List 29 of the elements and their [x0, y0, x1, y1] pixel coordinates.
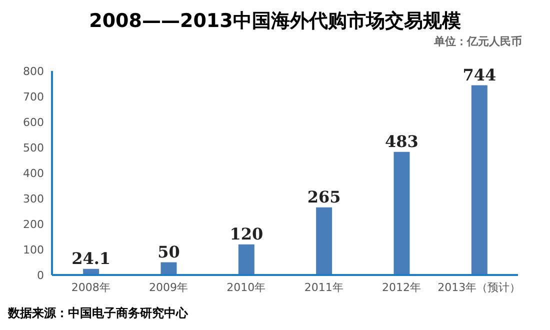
- data-label: 265: [307, 187, 341, 206]
- data-label: 744: [462, 65, 496, 84]
- chart-subtitle: 单位：亿元人民币: [433, 34, 523, 49]
- chart-title: 2008——2013中国海外代购市场交易规模: [88, 9, 462, 34]
- y-tick-label: 500: [23, 141, 44, 154]
- bar: [471, 85, 488, 275]
- bar: [316, 207, 332, 275]
- x-tick-label: 2013年（预计）: [438, 280, 521, 294]
- x-tick-label: 2009年: [149, 280, 188, 294]
- x-tick-label: 2011年: [304, 280, 344, 294]
- data-label: 483: [385, 132, 418, 151]
- bar: [394, 152, 410, 275]
- data-label: 120: [230, 224, 264, 244]
- bar: [238, 244, 254, 275]
- y-tick-label: 100: [23, 243, 44, 256]
- x-tick-label: 2010年: [226, 280, 266, 294]
- bar: [160, 262, 177, 275]
- y-tick-label: 200: [23, 218, 44, 231]
- source-note: 数据来源：中国电子商务研究中心: [8, 305, 188, 322]
- y-tick-label: 300: [23, 192, 44, 206]
- y-tick-label: 800: [23, 64, 44, 78]
- x-tick-label: 2008年: [71, 280, 110, 294]
- y-tick-label: 600: [23, 116, 44, 129]
- y-tick-label: 700: [23, 90, 44, 104]
- y-tick-label: 400: [23, 166, 44, 180]
- x-tick-label: 2012年: [382, 280, 421, 294]
- data-label: 50: [158, 242, 180, 262]
- data-label: 24.1: [72, 248, 111, 268]
- y-tick-label: 0: [37, 268, 44, 282]
